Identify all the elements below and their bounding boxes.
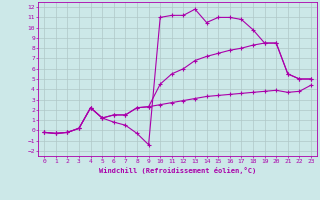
X-axis label: Windchill (Refroidissement éolien,°C): Windchill (Refroidissement éolien,°C) (99, 167, 256, 174)
